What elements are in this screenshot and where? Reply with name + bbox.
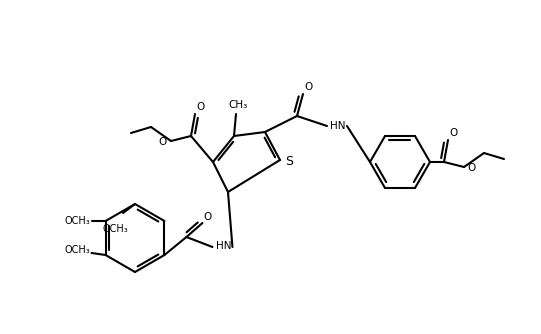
Text: O: O [305, 82, 313, 92]
Text: HN: HN [216, 241, 231, 251]
Text: OCH₃: OCH₃ [65, 245, 90, 255]
Text: O: O [203, 212, 212, 222]
Text: O: O [197, 102, 205, 112]
Text: O: O [159, 137, 167, 147]
Text: OCH₃: OCH₃ [102, 224, 128, 234]
Text: O: O [450, 128, 458, 138]
Text: HN: HN [330, 121, 346, 131]
Text: O: O [468, 163, 476, 173]
Text: CH₃: CH₃ [228, 100, 248, 110]
Text: S: S [285, 155, 293, 167]
Text: OCH₃: OCH₃ [65, 216, 90, 226]
